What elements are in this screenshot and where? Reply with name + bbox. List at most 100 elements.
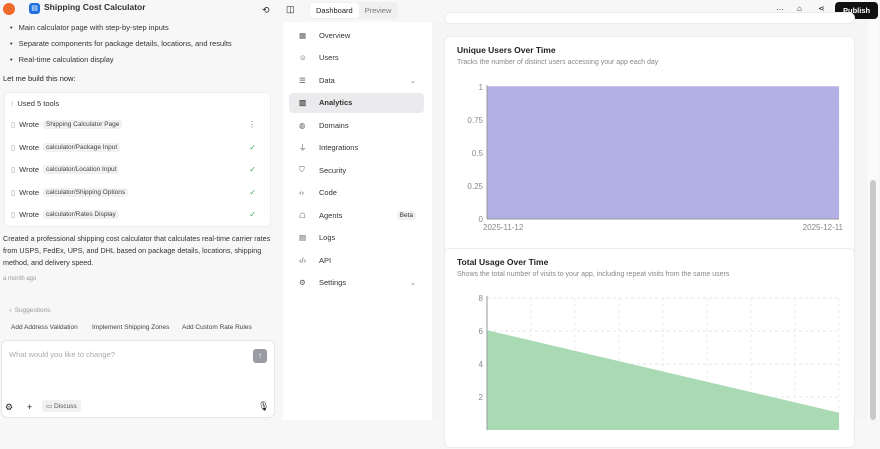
- scrollbar[interactable]: [868, 22, 878, 420]
- file-icon: ▯: [11, 120, 16, 129]
- logo[interactable]: [3, 3, 15, 15]
- tool-row[interactable]: ▯ Wrote calculator/Shipping Options ✓: [11, 187, 266, 197]
- total-usage-chart: 2 4 6 8: [479, 294, 840, 430]
- tool-row[interactable]: ▯ Wrote calculator/Rates Display ✓: [11, 210, 266, 219]
- app-title: Shipping Cost Calculator: [44, 2, 146, 12]
- tools-panel: ⁝ Used 5 tools ▯ Wrote Shipping Calculator …: [4, 92, 271, 227]
- y-tick-label: 8: [479, 294, 484, 303]
- x-tick-label: 2025-11-12: [483, 223, 524, 232]
- card-title: Unique Users Over Time: [457, 45, 556, 55]
- tool-verb: Wrote: [19, 120, 40, 129]
- nav-item-label: Overview: [319, 30, 351, 40]
- y-tick-label: 1: [479, 83, 484, 92]
- gear-icon: ⚙: [299, 278, 306, 287]
- check-icon: ✓: [249, 187, 256, 197]
- tools-header[interactable]: ⁝ Used 5 tools: [11, 99, 59, 108]
- chart-icon: ▥: [299, 98, 307, 107]
- check-icon: ✓: [249, 165, 256, 174]
- suggestions-label: ♁ Suggestions: [8, 307, 50, 314]
- nav-item-label: Logs: [319, 233, 336, 242]
- chat-input[interactable]: What would you like to change? ↑ ⚙ + ▭ D…: [1, 340, 275, 418]
- previous-card: [444, 12, 855, 24]
- y-tick-label: 0: [479, 215, 484, 224]
- tools-header-label: Used 5 tools: [17, 99, 60, 108]
- nav-item-integrations[interactable]: ⏚ Integrations: [289, 138, 424, 158]
- chat-input-placeholder: What would you like to change?: [9, 350, 115, 359]
- bullet-item: Separate components for package details,…: [10, 39, 232, 48]
- nav-item-label: Settings: [319, 278, 347, 287]
- api-icon: ‹/›: [299, 255, 307, 265]
- tool-row[interactable]: ▯ Wrote calculator/Location Input ✓: [11, 165, 266, 174]
- suggestions-label-text: Suggestions: [14, 307, 51, 314]
- card-subtitle: Shows the total number of visits to your…: [457, 271, 730, 278]
- sidebar-toggle-icon[interactable]: ◫: [286, 4, 295, 14]
- chevron-down-icon: ⌄: [409, 278, 416, 287]
- top-bar: ▤ Shipping Cost Calculator ⟲ ◫ Dashboard…: [0, 0, 880, 22]
- nav-item-label: Users: [319, 53, 339, 62]
- file-icon: ▯: [11, 165, 16, 174]
- grid-icon: ▦: [299, 30, 307, 40]
- summary-text: Created a professional shipping cost cal…: [3, 234, 271, 267]
- send-button[interactable]: ↑: [253, 349, 267, 363]
- nav-item-label: Code: [319, 188, 337, 197]
- beta-badge: Beta: [396, 210, 416, 220]
- bullet-item: Real-time calculation display: [10, 55, 114, 64]
- plug-icon: ⏚: [299, 143, 307, 152]
- history-icon[interactable]: ⟲: [262, 5, 270, 15]
- nav-item-label: Security: [319, 165, 347, 175]
- add-icon[interactable]: +: [27, 402, 33, 412]
- card-subtitle: Tracks the number of distinct users acce…: [457, 59, 659, 66]
- nav-item-label: Analytics: [319, 98, 353, 107]
- y-tick-label: 0.25: [467, 182, 483, 191]
- main-content: Unique Users Over Time Tracks the number…: [432, 12, 868, 448]
- share-icon[interactable]: ⋖: [818, 4, 825, 13]
- nav-item-settings[interactable]: ⚙ Settings ⌄: [289, 273, 424, 293]
- bot-icon: ☖: [299, 210, 306, 220]
- nav-item-logs[interactable]: ▤ Logs: [289, 228, 424, 248]
- nav-item-security[interactable]: ⛉ Security: [289, 160, 424, 180]
- settings-icon[interactable]: ⚙: [5, 402, 14, 412]
- nav-item-code[interactable]: ‹› Code: [289, 183, 424, 203]
- discuss-button[interactable]: ▭ Discuss: [42, 400, 81, 412]
- tool-verb: Wrote: [19, 142, 40, 152]
- code-icon: ‹›: [299, 188, 304, 197]
- tool-target: calculator/Shipping Options: [43, 187, 129, 197]
- tool-row[interactable]: ▯ Wrote Shipping Calculator Page ⋮: [11, 120, 266, 129]
- tool-row[interactable]: ▯ Wrote calculator/Package Input ✓: [11, 142, 266, 152]
- nav-item-data[interactable]: ☰ Data ⌄: [289, 70, 424, 90]
- series-line: [486, 330, 840, 415]
- timestamp: a month ago: [3, 276, 37, 282]
- nav-item-label: Integrations: [319, 143, 359, 152]
- nav-item-agents[interactable]: ☖ Agents Beta: [289, 205, 424, 225]
- app-icon: ▤: [29, 3, 40, 14]
- y-tick-label: 2: [479, 393, 484, 402]
- tab-dashboard[interactable]: Dashboard: [310, 3, 359, 18]
- file-icon: ▯: [11, 187, 16, 197]
- suggestion-chip[interactable]: Add Address Validation: [11, 324, 78, 331]
- suggestion-chip[interactable]: Implement Shipping Zones: [92, 324, 170, 331]
- y-tick-label: 0.5: [472, 149, 484, 158]
- nav-item-label: Domains: [319, 120, 349, 130]
- scrollbar-thumb[interactable]: [870, 180, 876, 420]
- x-tick-label: 2025-12-11: [803, 223, 844, 232]
- database-icon: ☰: [299, 75, 306, 85]
- globe-icon: ◍: [299, 120, 306, 130]
- check-icon: ✓: [249, 142, 256, 152]
- suggestion-chip[interactable]: Add Custom Rate Rules: [182, 324, 252, 331]
- dashboard-nav: ▦ Overview ☺ Users ☰ Data ⌄ ▥ Analytics ◍ Domains ⏚…: [283, 22, 432, 420]
- more-vertical-icon[interactable]: ⋮: [248, 120, 256, 129]
- more-icon[interactable]: ···: [776, 5, 784, 14]
- nav-item-overview[interactable]: ▦ Overview: [289, 25, 424, 45]
- nav-item-domains[interactable]: ◍ Domains: [289, 115, 424, 135]
- tool-verb: Wrote: [19, 210, 40, 219]
- nav-item-label: API: [319, 255, 332, 265]
- y-tick-label: 4: [479, 360, 484, 369]
- nav-item-label: Agents: [319, 210, 343, 220]
- nav-item-api[interactable]: ‹/› API: [289, 250, 424, 270]
- github-icon[interactable]: ⌂: [797, 4, 802, 13]
- tab-preview[interactable]: Preview: [364, 6, 392, 15]
- microphone-icon[interactable]: 🎙: [258, 401, 270, 411]
- view-tabs: Dashboard Preview: [309, 2, 399, 19]
- nav-item-users[interactable]: ☺ Users: [289, 48, 424, 68]
- nav-item-analytics[interactable]: ▥ Analytics: [289, 92, 424, 113]
